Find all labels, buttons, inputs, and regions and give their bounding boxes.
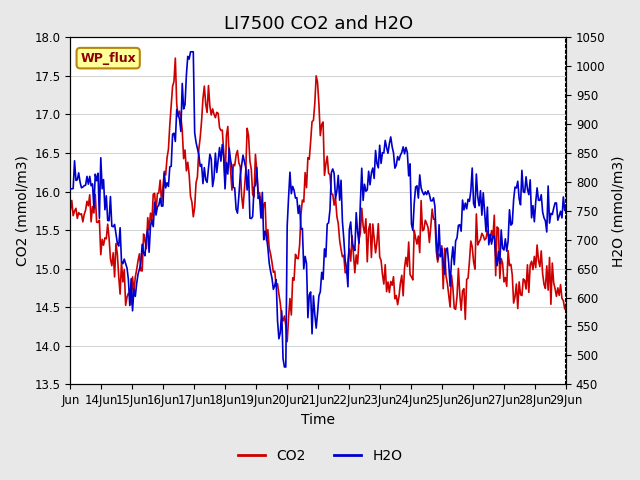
Title: LI7500 CO2 and H2O: LI7500 CO2 and H2O xyxy=(224,15,413,33)
Legend: CO2, H2O: CO2, H2O xyxy=(232,443,408,468)
X-axis label: Time: Time xyxy=(301,413,335,427)
Y-axis label: CO2 (mmol/m3): CO2 (mmol/m3) xyxy=(15,156,29,266)
Y-axis label: H2O (mmol/m3): H2O (mmol/m3) xyxy=(611,155,625,266)
Text: WP_flux: WP_flux xyxy=(80,52,136,65)
